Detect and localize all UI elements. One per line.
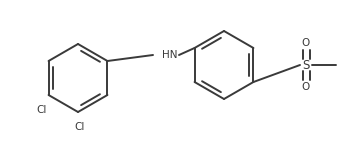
- Text: HN: HN: [162, 50, 178, 60]
- Text: Cl: Cl: [75, 122, 85, 132]
- Text: S: S: [302, 58, 310, 71]
- Text: O: O: [302, 38, 310, 48]
- Text: Cl: Cl: [36, 105, 47, 115]
- Text: O: O: [302, 82, 310, 92]
